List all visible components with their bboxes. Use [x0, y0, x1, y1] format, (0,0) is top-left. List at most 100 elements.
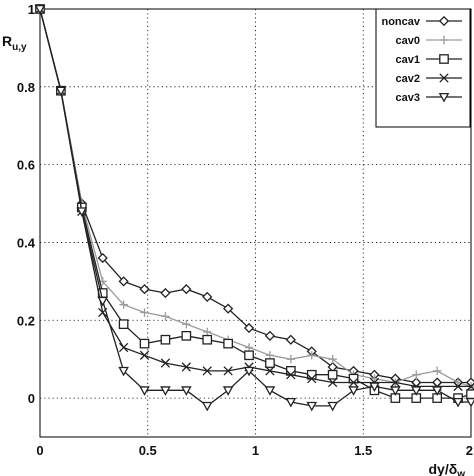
data-point-cav3 — [327, 401, 338, 412]
data-point-noncav — [97, 252, 108, 264]
data-point-cav3 — [118, 366, 129, 377]
data-point-cav1 — [118, 319, 129, 330]
series-group — [34, 3, 474, 412]
y-tick-label: 0 — [28, 391, 35, 406]
x-tick-label: 2 — [466, 443, 473, 458]
data-point-cav3 — [465, 397, 474, 408]
data-point-noncav — [118, 276, 129, 287]
series-line-noncav — [39, 8, 471, 384]
data-point-cav2 — [139, 350, 150, 360]
series-noncav — [34, 3, 474, 388]
data-point-cav1 — [466, 389, 474, 400]
data-point-cav1 — [202, 334, 213, 345]
y-tick-label: 0.8 — [17, 80, 35, 95]
legend-label-cav2: cav2 — [396, 73, 420, 85]
plot-frame — [39, 8, 472, 438]
data-point-cav3 — [97, 296, 109, 307]
data-point-cav2 — [118, 342, 129, 353]
x-tick-label: 1.5 — [354, 443, 372, 458]
y-tick-label: 0.6 — [17, 158, 35, 173]
legend-label-cav3: cav3 — [396, 92, 420, 104]
y-tick-label: 0.2 — [17, 313, 35, 328]
y-axis-title: Ru,y — [2, 33, 27, 53]
data-point-cav3 — [160, 386, 171, 396]
legend-label-cav0: cav0 — [396, 35, 420, 47]
data-point-cav2 — [181, 362, 191, 372]
data-point-cav2 — [160, 358, 171, 368]
data-point-cav0 — [119, 300, 128, 309]
data-point-cav3 — [264, 386, 276, 396]
data-point-cav3 — [431, 386, 443, 396]
data-point-cav0 — [453, 378, 463, 387]
data-point-cav1 — [265, 358, 275, 368]
data-point-cav2 — [327, 377, 338, 388]
series-line-cav3 — [39, 8, 471, 407]
data-point-cav0 — [412, 370, 421, 379]
data-point-cav3 — [369, 382, 380, 392]
legend-marker-cav1 — [439, 54, 449, 64]
data-point-cav3 — [452, 397, 464, 408]
x-tick-label: 0 — [36, 443, 43, 458]
x-tick-label: 0.5 — [139, 443, 157, 458]
data-point-cav1 — [181, 330, 192, 341]
data-point-noncav — [243, 322, 255, 334]
data-point-noncav — [264, 330, 276, 341]
data-point-cav3 — [55, 86, 67, 97]
data-point-cav0 — [328, 354, 337, 364]
data-point-cav2 — [307, 373, 317, 384]
data-point-cav1 — [244, 350, 254, 361]
data-point-cav1 — [160, 334, 171, 345]
legend-marker-cav2 — [439, 73, 449, 83]
legend-label-noncav: noncav — [381, 16, 420, 28]
data-point-cav2 — [390, 377, 401, 388]
data-point-cav2 — [286, 370, 296, 380]
data-point-noncav — [223, 303, 234, 314]
legend: noncav cav0 cav1 cav2 cav3 — [375, 8, 471, 128]
x-axis-title: dy/δw — [429, 461, 466, 476]
data-point-cav2 — [265, 366, 275, 376]
data-point-cav1 — [139, 338, 150, 349]
data-point-cav3 — [285, 397, 297, 408]
grid — [40, 9, 471, 437]
data-point-cav0 — [182, 319, 191, 329]
data-point-cav1 — [223, 338, 233, 349]
axis-titles: Ru,y dy/δw — [2, 33, 465, 476]
legend-marker-cav0 — [439, 35, 449, 45]
y-tick-label: 0.4 — [17, 235, 36, 250]
legend-label-cav1: cav1 — [396, 54, 420, 66]
data-point-noncav — [285, 334, 296, 345]
data-point-cav3 — [306, 401, 318, 412]
data-point-cav0 — [161, 312, 170, 321]
data-point-cav3 — [181, 386, 192, 396]
series-line-cav1 — [39, 8, 472, 399]
data-point-cav2 — [223, 366, 233, 376]
data-point-cav3 — [410, 386, 422, 396]
data-point-cav3 — [390, 386, 401, 396]
data-point-cav3 — [139, 386, 150, 396]
data-point-cav3 — [348, 386, 359, 396]
data-point-cav1 — [327, 369, 338, 380]
data-point-cav0 — [140, 308, 149, 317]
series-cav3 — [34, 4, 474, 412]
data-point-cav2 — [202, 366, 212, 376]
y-tick-label: 1 — [28, 2, 35, 17]
data-point-cav3 — [222, 386, 234, 396]
data-point-cav1 — [348, 373, 359, 384]
legend-box — [375, 8, 471, 128]
data-point-cav3 — [34, 4, 46, 15]
data-point-cav3 — [201, 401, 213, 412]
data-point-cav0 — [203, 327, 212, 337]
data-point-cav0 — [432, 366, 442, 376]
data-point-cav0 — [265, 351, 275, 360]
legend-marker-noncav — [438, 15, 450, 27]
legend-marker-cav3 — [438, 92, 450, 103]
series-cav2 — [35, 4, 474, 392]
x-tick-label: 1 — [252, 443, 259, 458]
data-point-cav3 — [243, 366, 255, 377]
data-point-noncav — [202, 291, 213, 303]
data-point-cav2 — [453, 381, 463, 392]
data-point-noncav — [160, 287, 171, 299]
data-point-cav0 — [307, 351, 316, 360]
data-point-noncav — [432, 377, 443, 388]
